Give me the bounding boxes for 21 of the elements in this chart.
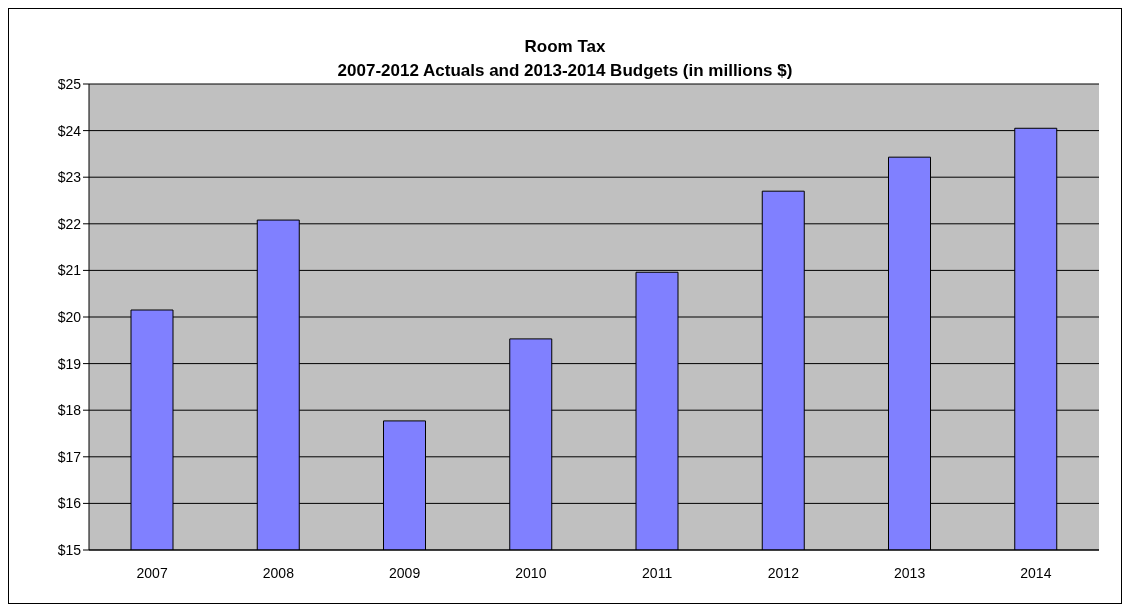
chart-title: Room Tax <box>523 36 607 58</box>
x-tick-label: 2014 <box>1020 564 1052 581</box>
chart-subtitle: 2007-2012 Actuals and 2013-2014 Budgets (in millions $) <box>337 61 793 80</box>
y-tick-label: $21 <box>57 262 82 279</box>
y-tick-label: $15 <box>57 541 82 558</box>
x-tick-label: 2013 <box>894 564 926 581</box>
y-tick-label: $18 <box>57 402 82 419</box>
y-tick-label: $20 <box>57 308 82 325</box>
y-tick-label: $25 <box>57 75 82 92</box>
y-tick-label: $22 <box>57 215 82 232</box>
x-tick-label: 2011 <box>642 564 673 581</box>
x-tick-label: 2008 <box>262 564 295 581</box>
y-tick-label: $23 <box>57 169 82 186</box>
y-tick-label: $16 <box>57 495 82 512</box>
x-tick-label: 2007 <box>136 564 168 581</box>
x-tick-label: 2010 <box>515 564 547 581</box>
y-tick-label: $17 <box>57 448 82 465</box>
x-tick-label: 2012 <box>767 564 800 581</box>
y-tick-label: $19 <box>57 355 82 372</box>
x-tick-label: 2009 <box>389 564 421 581</box>
y-tick-label: $24 <box>57 122 82 139</box>
